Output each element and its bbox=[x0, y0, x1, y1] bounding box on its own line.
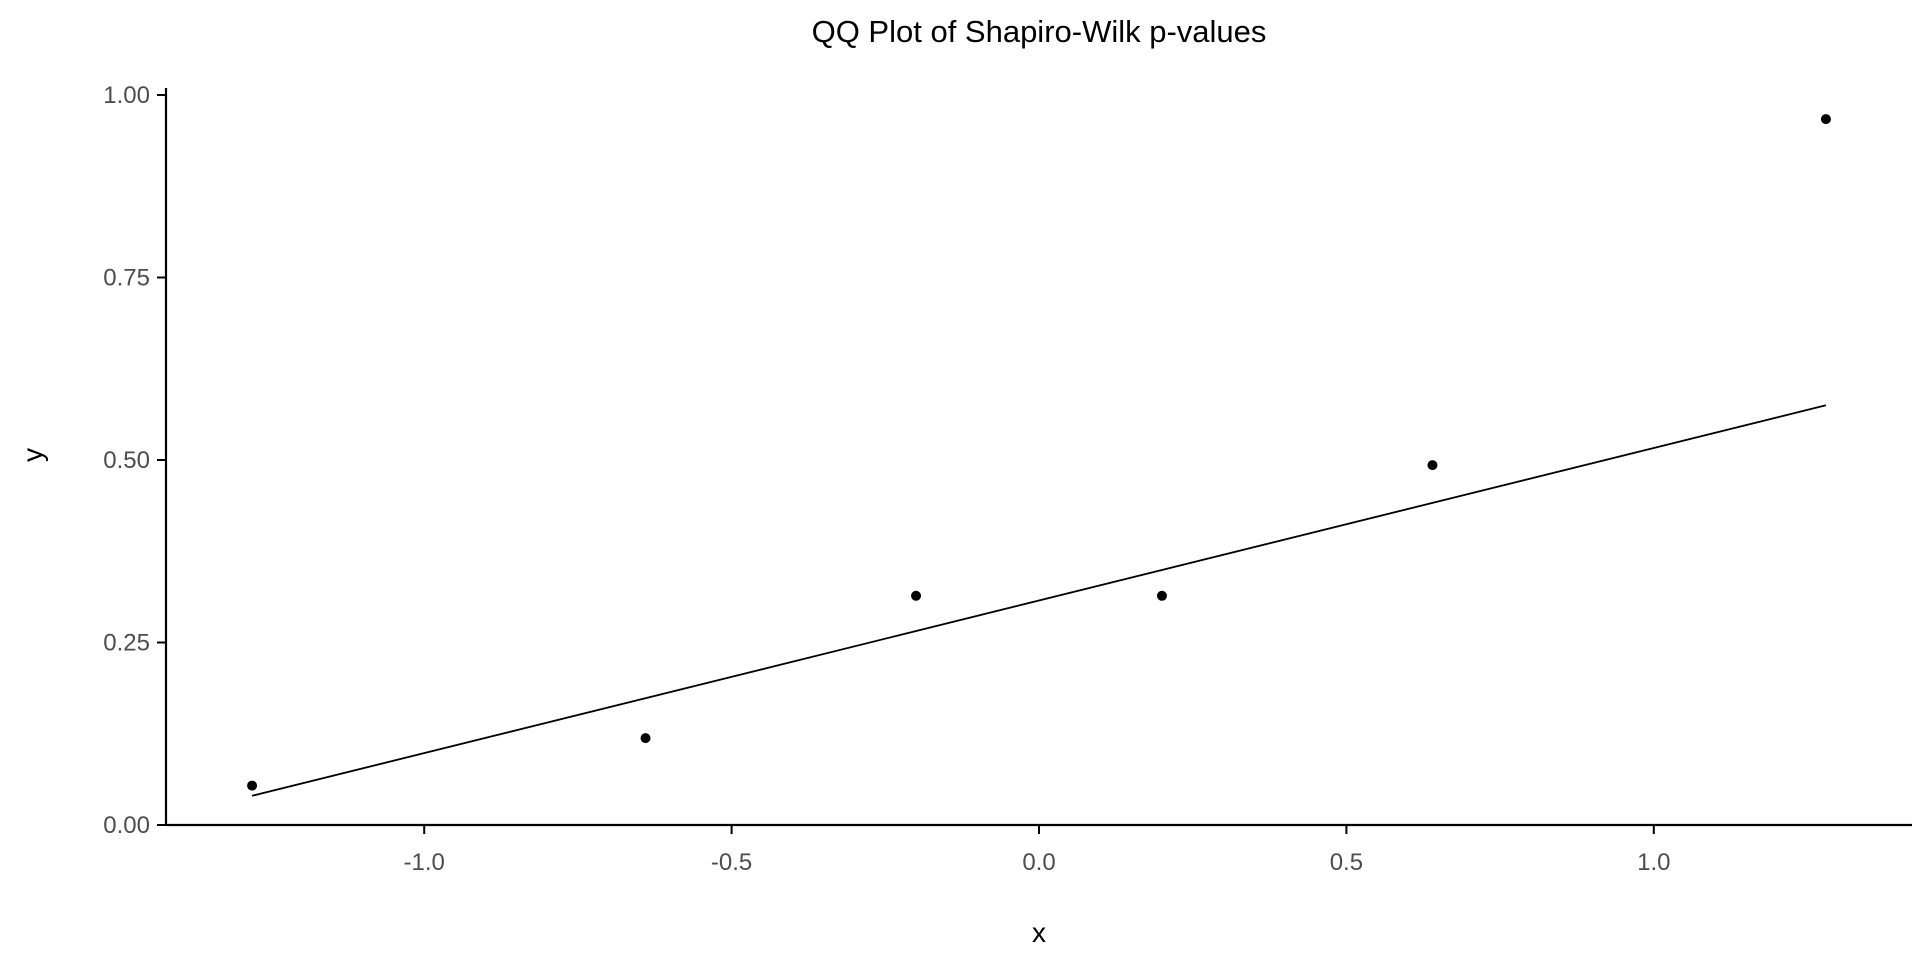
x-tick-label: -1.0 bbox=[404, 849, 445, 876]
y-tick-label: 0.25 bbox=[103, 630, 150, 657]
y-tick-label: 0.00 bbox=[103, 812, 150, 839]
y-tick-label: 0.50 bbox=[103, 447, 150, 474]
data-point bbox=[1156, 590, 1167, 601]
y-tick-label: 0.75 bbox=[103, 265, 150, 292]
x-tick-label: 0.5 bbox=[1330, 849, 1363, 876]
chart-title: QQ Plot of Shapiro-Wilk p-values bbox=[812, 14, 1267, 49]
y-tick-label: 1.00 bbox=[103, 82, 150, 109]
x-tick-label: -0.5 bbox=[711, 849, 752, 876]
data-point bbox=[1820, 114, 1831, 125]
x-tick-label: 1.0 bbox=[1637, 849, 1670, 876]
data-point bbox=[1427, 460, 1438, 471]
reference-line-group bbox=[251, 404, 1827, 797]
data-point bbox=[911, 590, 922, 601]
data-point bbox=[640, 733, 651, 744]
y-axis-label: y bbox=[17, 448, 48, 462]
data-point bbox=[247, 780, 258, 791]
x-tick-label: 0.0 bbox=[1022, 849, 1055, 876]
data-points bbox=[247, 114, 1831, 791]
x-axis-label: x bbox=[1032, 917, 1046, 948]
axes: -1.0 -0.5 0.0 0.5 1.0 0.00 0.25 0.50 0.75 1.00 bbox=[103, 82, 1912, 876]
reference-line bbox=[251, 404, 1827, 797]
